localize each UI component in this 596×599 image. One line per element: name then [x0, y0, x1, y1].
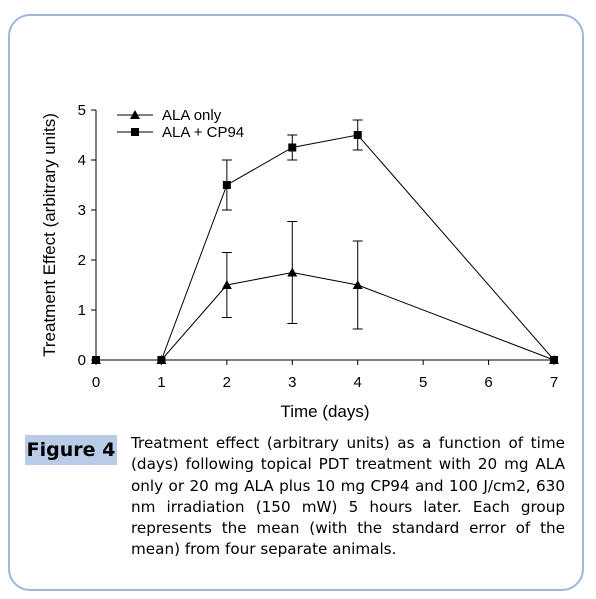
x-tick-label: 5 [419, 374, 427, 391]
figure-frame [8, 14, 584, 591]
legend-label: ALA + CP94 [162, 124, 244, 141]
figure-label: Figure 4 [25, 435, 117, 465]
x-tick-label: 4 [354, 374, 362, 391]
x-tick-label: 7 [550, 374, 558, 391]
data-point [352, 280, 363, 289]
data-point [287, 267, 298, 277]
series-layer [91, 119, 559, 364]
data-point [550, 356, 558, 364]
legend-marker [130, 110, 140, 119]
y-tick-label: 0 [78, 352, 86, 369]
legend-label: ALA only [162, 107, 222, 124]
x-tick-label: 0 [92, 374, 100, 391]
figure-caption: Treatment effect (arbitrary units) as a … [131, 434, 565, 559]
series-line [96, 134, 555, 361]
x-tick-label: 1 [157, 374, 165, 391]
axes: 0 1 2 3 4 5 6 7 0 1 2 3 4 5 [78, 102, 559, 391]
series-triangle [91, 221, 559, 364]
line-chart: Treatment Effect (arbitrary units) Time … [40, 102, 559, 421]
data-point [221, 280, 232, 289]
series-line [96, 271, 555, 361]
y-tick-label: 4 [78, 152, 86, 169]
data-point [222, 181, 231, 189]
y-axis-label: Treatment Effect (arbitrary units) [40, 113, 59, 357]
x-tick-label: 2 [223, 374, 231, 391]
data-point [353, 131, 362, 139]
x-tick-label: 6 [484, 374, 492, 391]
data-point [157, 356, 166, 364]
y-tick-label: 1 [78, 302, 86, 319]
series-square [92, 119, 558, 364]
data-point [92, 356, 100, 364]
y-tick-label: 2 [78, 252, 86, 269]
x-axis-label: Time (days) [280, 402, 369, 421]
y-tick-label: 3 [78, 202, 86, 219]
y-tick-label: 5 [78, 102, 86, 119]
data-point [288, 143, 297, 152]
legend-marker [131, 128, 139, 136]
x-tick-label: 3 [288, 374, 296, 391]
